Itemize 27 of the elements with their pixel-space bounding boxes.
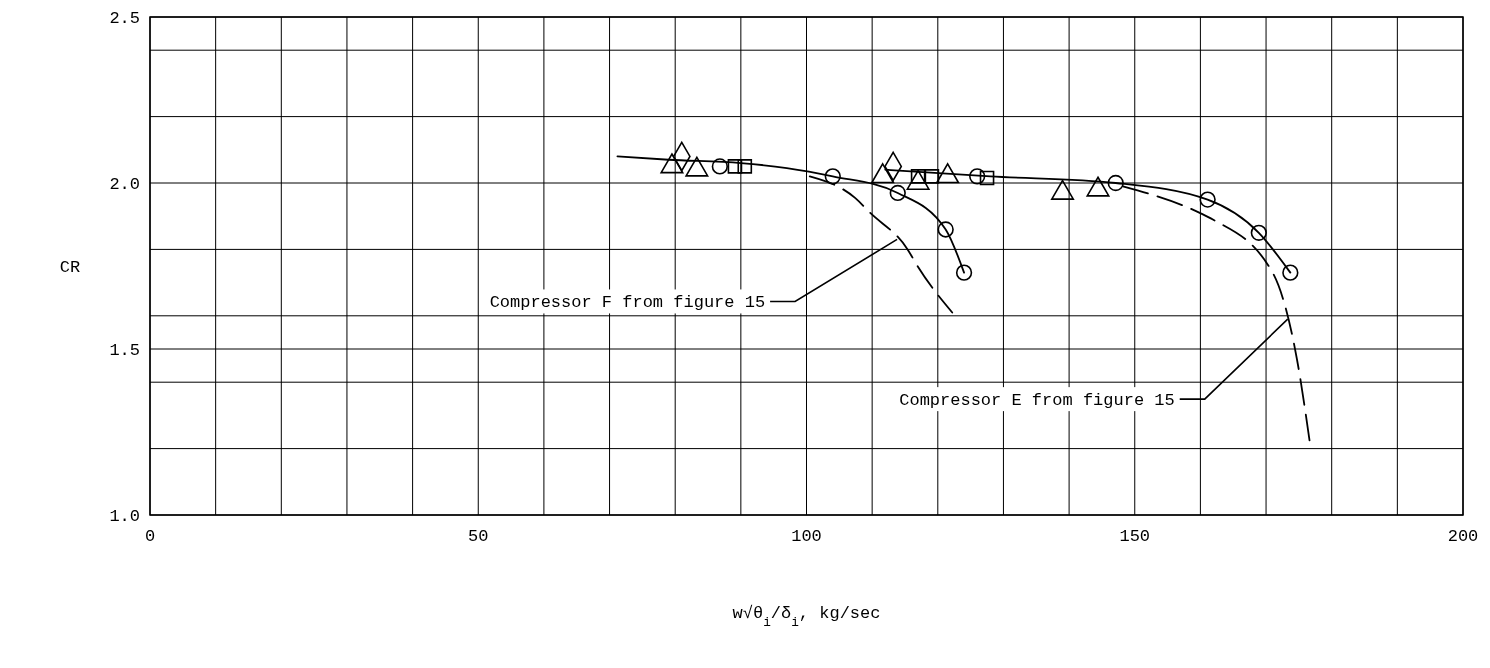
point — [1250, 224, 1267, 241]
point — [737, 159, 753, 174]
y-tick-label: 2.0 — [109, 175, 140, 194]
y-tick-label: 2.5 — [109, 9, 140, 28]
annotation: Compressor E from figure 15 — [899, 391, 1175, 411]
y-tick-label: 1.0 — [109, 507, 140, 526]
point — [889, 184, 906, 202]
point — [727, 159, 743, 174]
point — [824, 168, 841, 185]
x-tick-label: 50 — [468, 527, 489, 546]
point — [969, 168, 986, 185]
point — [1107, 174, 1124, 192]
x-tick-label: 200 — [1447, 527, 1479, 546]
x-tick-label: 0 — [144, 527, 156, 546]
x-axis-title: w√θ$_{i}$/δ$_{i}$, kg/sec — [732, 604, 881, 630]
x-tick-label: 150 — [1119, 527, 1151, 546]
point — [924, 169, 940, 184]
x-tick-label: 100 — [791, 527, 822, 546]
point — [1199, 191, 1216, 208]
point — [979, 170, 995, 186]
annotation: Compressor F from figure 15 — [489, 293, 766, 313]
y-tick-label: 1.5 — [109, 341, 140, 360]
point — [711, 158, 728, 175]
point — [955, 264, 973, 281]
point — [937, 221, 954, 238]
point — [1282, 264, 1299, 281]
y-axis-title: CR — [59, 258, 81, 277]
